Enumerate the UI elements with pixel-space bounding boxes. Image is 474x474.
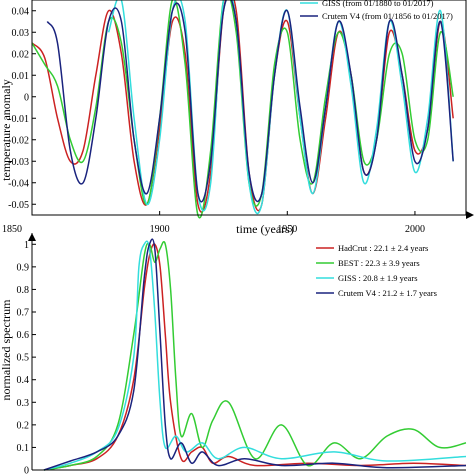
top-y-tick-label: 0.03 (12, 28, 30, 39)
bottom-y-tick-label: 0.4 (17, 375, 30, 386)
bottom-y-tick-label: 0.8 (17, 285, 30, 296)
bottom-y-tick-label: 0.7 (17, 308, 30, 319)
bottom-y-tick-label: 0.3 (17, 398, 30, 409)
bottom-y-tick-label: 0.5 (17, 353, 30, 364)
top-y-tick-label: 0.01 (12, 71, 30, 82)
bottom-y-ticks: 1 0.9 0.8 0.7 0.6 0.5 0.4 0.3 0.2 0.1 0 (17, 233, 36, 474)
top-series-group (31, 0, 454, 219)
bottom-y-tick-label: 0.9 (17, 262, 30, 273)
top-x-tick-label: 1900 (150, 224, 170, 235)
bottom-series-line-0 (43, 243, 467, 471)
top-x-tick-label: 2000 (405, 224, 425, 235)
bottom-legend: HadCrut : 22.1 ± 2.4 years BEST : 22.3 ± … (316, 243, 437, 298)
top-y-tick-label: -0.03 (8, 157, 29, 168)
top-x-tick-label: 1850 (2, 224, 22, 235)
bottom-y-tick-label: 0.2 (17, 420, 30, 431)
top-legend-label: GISS (from 01/1880 to 01/2017) (322, 0, 434, 8)
top-legend: GISS (from 01/1880 to 01/2017) Crutem V4 … (300, 0, 453, 21)
top-x-axis-arrow (466, 211, 474, 219)
bottom-y-tick-label: 0.1 (17, 443, 30, 454)
top-y-tick-label: -0.02 (8, 135, 29, 146)
top-y-tick-label: 0.02 (12, 49, 30, 60)
bottom-series-group (43, 238, 467, 471)
bottom-y-tick-label: 0 (24, 466, 29, 474)
temperature-anomaly-panel: 0.04 0.03 0.02 0.01 0 -0.01 -0.02 -0.03 -0.04 -0.… (0, 0, 474, 236)
top-y-tick-label: 0.04 (12, 6, 30, 17)
top-y-tick-label: 0 (24, 92, 29, 103)
top-y-ticks: 0.04 0.03 0.02 0.01 0 -0.01 -0.02 -0.03 -0.04 -0.… (8, 6, 36, 211)
bottom-legend-label: Crutem V4 : 21.2 ± 1.7 years (338, 288, 437, 298)
bottom-legend-label: HadCrut : 22.1 ± 2.4 years (338, 243, 428, 253)
top-plot-frame (31, 0, 467, 216)
top-legend-label: Crutem V4 (from 01/1856 to 01/2017) (322, 11, 453, 21)
bottom-series-line-3 (43, 238, 467, 471)
top-series-line-3 (46, 0, 454, 203)
bottom-y-tick-label: 0.6 (17, 330, 30, 341)
bottom-legend-label: BEST : 22.3 ± 3.9 years (338, 258, 420, 268)
bottom-series-line-1 (43, 240, 467, 471)
bottom-y-tick-label: 1 (24, 240, 29, 251)
top-y-axis-title: temperature anomaly (0, 79, 13, 181)
bottom-y-axis-arrow (28, 233, 36, 241)
top-x-tick-label: 1950 (277, 224, 297, 235)
top-y-tick-label: -0.01 (8, 114, 29, 125)
spectrum-panel: 1 0.9 0.8 0.7 0.6 0.5 0.4 0.3 0.2 0.1 0 normalized… (0, 233, 467, 474)
top-y-tick-label: -0.05 (8, 200, 29, 211)
top-x-axis-title: time (years) (236, 222, 294, 236)
bottom-series-line-2 (43, 240, 467, 471)
bottom-y-axis-title: normalized spectrum (0, 299, 13, 401)
top-x-ticks: 1850 1900 1950 2000 (2, 211, 474, 235)
bottom-legend-label: GISS : 20.8 ± 1.9 years (338, 273, 418, 283)
top-y-tick-label: -0.04 (8, 178, 29, 189)
